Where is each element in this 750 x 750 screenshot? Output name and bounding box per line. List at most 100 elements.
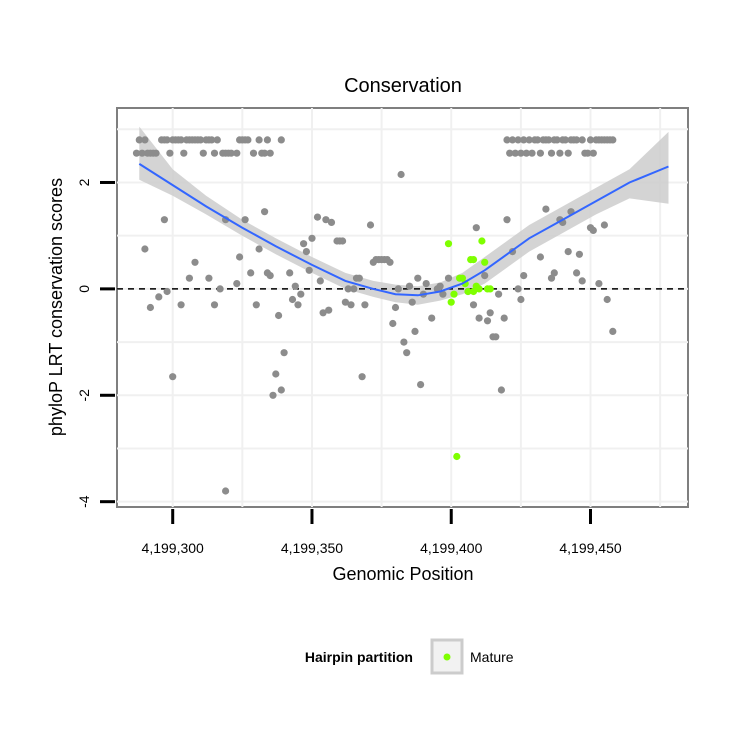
point-mature <box>475 285 483 293</box>
point-other <box>497 386 505 394</box>
point-other <box>564 149 572 157</box>
point-mature <box>478 237 486 245</box>
point-other <box>400 338 408 346</box>
point-other <box>391 303 400 312</box>
point-other <box>444 274 453 282</box>
point-other <box>575 250 584 258</box>
point-other <box>266 149 274 157</box>
y-axis-ticks: 2 0 -2 -4 <box>76 178 115 508</box>
point-other <box>492 333 500 341</box>
point-other <box>166 149 174 157</box>
point-other <box>389 319 397 328</box>
point-other <box>233 280 241 288</box>
x-axis-label: Genomic Position <box>332 564 473 584</box>
point-other <box>347 301 355 309</box>
point-other <box>160 216 168 224</box>
point-other <box>294 301 302 309</box>
legend-title: Hairpin partition <box>305 649 413 665</box>
point-other <box>261 208 269 216</box>
legend-item-mature: Mature <box>470 649 514 665</box>
point-other <box>216 285 224 293</box>
point-other <box>135 136 143 144</box>
point-other <box>520 136 528 144</box>
point-other <box>286 269 294 277</box>
point-other <box>302 248 310 256</box>
point-other <box>550 269 558 277</box>
point-mature <box>486 285 494 293</box>
legend: Hairpin partition Mature <box>305 638 514 675</box>
point-other <box>205 274 213 282</box>
point-other <box>589 226 597 234</box>
point-other <box>366 221 375 229</box>
point-other <box>339 237 347 245</box>
point-other <box>483 317 492 325</box>
point-mature <box>447 298 455 306</box>
point-other <box>503 136 511 144</box>
point-other <box>536 149 545 157</box>
point-other <box>213 136 221 144</box>
point-other <box>252 301 260 309</box>
point-other <box>595 280 603 288</box>
point-other <box>361 301 369 309</box>
point-other <box>341 298 349 306</box>
point-other <box>222 487 230 495</box>
point-other <box>291 282 299 290</box>
point-other <box>316 277 324 285</box>
smooth-line <box>138 163 669 297</box>
point-mature <box>444 240 453 248</box>
scatter-points <box>132 136 617 495</box>
point-other <box>394 285 402 293</box>
point-other <box>508 136 517 144</box>
point-other <box>272 370 280 378</box>
point-other <box>475 314 483 322</box>
point-mature <box>481 258 489 266</box>
point-other <box>155 293 163 301</box>
point-other <box>481 272 489 280</box>
chart-title: Conservation <box>344 75 462 97</box>
point-other <box>255 136 263 144</box>
point-other <box>517 295 525 304</box>
point-other <box>408 298 416 306</box>
x-tick-label: 4,199,400 <box>420 540 482 556</box>
point-other <box>472 224 480 232</box>
point-other <box>547 149 556 157</box>
point-other <box>177 136 185 144</box>
x-tick-label: 4,199,350 <box>281 540 343 556</box>
point-other <box>247 269 255 277</box>
point-other <box>305 266 313 274</box>
point-other <box>344 285 352 293</box>
point-other <box>500 314 508 322</box>
point-other <box>355 274 363 282</box>
x-tick-label: 4,199,300 <box>142 540 204 556</box>
point-other <box>578 136 586 144</box>
point-other <box>261 149 269 157</box>
point-other <box>586 136 595 144</box>
point-other <box>233 149 241 157</box>
point-other <box>163 136 171 144</box>
point-other <box>325 306 333 314</box>
point-other <box>313 213 322 221</box>
point-other <box>210 149 219 157</box>
point-other <box>191 258 199 266</box>
point-mature <box>458 274 466 282</box>
point-other <box>578 277 586 285</box>
point-other <box>411 327 419 335</box>
point-other <box>553 136 561 144</box>
point-other <box>308 234 316 242</box>
point-other <box>141 245 149 253</box>
point-other <box>525 136 533 144</box>
point-other <box>327 218 336 226</box>
point-other <box>547 274 556 282</box>
point-other <box>405 282 414 290</box>
point-mature <box>464 287 472 296</box>
point-other <box>522 149 531 157</box>
point-other <box>417 381 425 389</box>
point-other <box>244 136 252 144</box>
point-other <box>436 282 444 290</box>
point-other <box>386 258 394 266</box>
x-axis-ticks: 4,199,300 4,199,350 4,199,400 4,199,450 <box>142 509 622 556</box>
point-other <box>163 287 171 296</box>
point-other <box>255 245 263 253</box>
point-other <box>428 314 436 322</box>
y-tick-label: -4 <box>76 495 92 508</box>
